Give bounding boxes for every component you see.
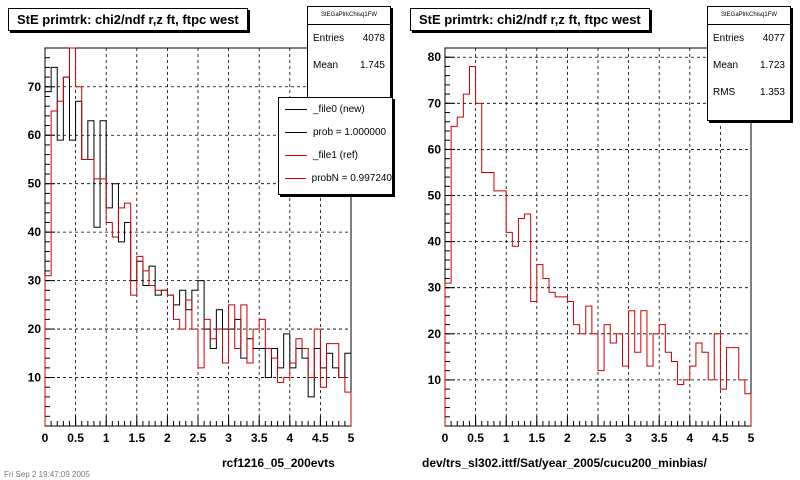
left-footer-timestamp: Fri Sep 2 19:47:09 2005 xyxy=(4,470,90,479)
left-xtick-label-5: 2.5 xyxy=(190,431,207,445)
right-stats-mean-value: 1.723 xyxy=(759,60,785,71)
right-xtick-label-1: 0.5 xyxy=(467,431,484,445)
left-xtick-label-9: 4.5 xyxy=(312,431,329,445)
left-chart-title: StE primtrk: chi2/ndf r,z ft, ftpc west xyxy=(8,8,248,31)
left-x-axis-label: rcf1216_05_200evts xyxy=(222,456,335,470)
left-xtick-label-7: 3.5 xyxy=(251,431,268,445)
right-stats-rms-label: RMS xyxy=(713,87,736,98)
right-xtick-label-5: 2.5 xyxy=(590,431,607,445)
left-xtick-label-1: 0.5 xyxy=(67,431,84,445)
right-stats-entries-row: Entries 4077 xyxy=(708,25,790,52)
right-xtick-label-4: 2 xyxy=(564,431,571,445)
right-ytick-label-2: 30 xyxy=(428,281,442,295)
right-series-file1-ref xyxy=(444,65,752,426)
left-stats-mean-row: Mean 1.745 xyxy=(308,52,390,79)
left-stats-entries-label: Entries xyxy=(313,33,345,44)
left-stats-entries-row: Entries 4078 xyxy=(308,25,390,52)
legend-label-file1: _file1 (ref) xyxy=(313,150,359,161)
left-stats-entries-value: 4078 xyxy=(362,33,385,44)
left-xtick-label-3: 1.5 xyxy=(128,431,145,445)
right-ytick-label-4: 50 xyxy=(428,189,442,203)
right-ytick-label-0: 10 xyxy=(428,373,442,387)
left-ytick-label-6: 70 xyxy=(28,80,42,94)
right-stats-entries-label: Entries xyxy=(713,33,745,44)
left-xtick-label-10: 5 xyxy=(348,431,355,445)
right-xtick-label-8: 4 xyxy=(686,431,693,445)
left-stats-name: StEGaPlrkChisq1FW xyxy=(308,7,390,25)
right-ytick-label-3: 40 xyxy=(428,235,442,249)
right-stats-mean-row: Mean 1.723 xyxy=(708,52,790,79)
right-ytick-label-6: 70 xyxy=(428,96,442,110)
right-stats-rms-row: RMS 1.353 xyxy=(708,79,790,106)
left-xtick-label-0: 0 xyxy=(42,431,49,445)
legend-entry-probn: probN = 0.997240 xyxy=(279,167,392,190)
right-stats-entries-value: 4077 xyxy=(762,33,785,44)
right-ytick-label-7: 80 xyxy=(428,50,442,64)
right-xtick-label-7: 3.5 xyxy=(651,431,668,445)
right-ytick-label-5: 60 xyxy=(428,142,442,156)
right-xtick-label-3: 1.5 xyxy=(528,431,545,445)
right-stats-rms-value: 1.353 xyxy=(759,87,785,98)
right-stats-name: StEGaPlrkChisq1FW xyxy=(708,7,790,25)
right-xtick-label-10: 5 xyxy=(748,431,755,445)
legend-line-probn xyxy=(285,178,306,179)
legend-line-file0 xyxy=(285,109,307,110)
legend-entry-file1: _file1 (ref) xyxy=(279,144,392,167)
right-x-axis-label: dev/trs_sl302.ittf/Sat/year_2005/cucu200… xyxy=(422,456,707,470)
left-xtick-label-6: 3 xyxy=(225,431,232,445)
legend-entry-file0: _file0 (new) xyxy=(279,98,392,121)
right-chart-title: StE primtrk: chi2/ndf r,z ft, ftpc west xyxy=(410,8,650,31)
legend-entry-prob: prob = 1.000000 xyxy=(279,121,392,144)
left-xtick-label-4: 2 xyxy=(164,431,171,445)
right-ytick-label-1: 20 xyxy=(428,327,442,341)
right-stats-box: StEGaPlrkChisq1FW Entries 4077 Mean 1.72… xyxy=(707,6,791,121)
left-ytick-label-4: 50 xyxy=(28,177,42,191)
left-series-file1-ref xyxy=(44,47,352,426)
left-ytick-label-5: 60 xyxy=(28,128,42,142)
left-xtick-label-2: 1 xyxy=(103,431,110,445)
left-stats-mean-value: 1.745 xyxy=(359,60,385,71)
left-stats-mean-label: Mean xyxy=(313,60,339,71)
legend-label-prob: prob = 1.000000 xyxy=(313,127,387,138)
right-stats-mean-label: Mean xyxy=(713,60,739,71)
left-ytick-label-3: 40 xyxy=(28,225,42,239)
left-ytick-label-2: 30 xyxy=(28,274,42,288)
legend-label-file0: _file0 (new) xyxy=(313,104,365,115)
left-stats-box: StEGaPlrkChisq1FW Entries 4078 Mean 1.74… xyxy=(307,6,391,102)
left-ytick-label-1: 20 xyxy=(28,322,42,336)
left-xtick-label-8: 4 xyxy=(286,431,293,445)
left-ytick-label-0: 10 xyxy=(28,371,42,385)
legend-line-file1 xyxy=(285,155,307,156)
right-xtick-label-6: 3 xyxy=(625,431,632,445)
legend-label-probn: probN = 0.997240 xyxy=(311,173,392,184)
right-xtick-label-0: 0 xyxy=(442,431,449,445)
right-xtick-label-2: 1 xyxy=(503,431,510,445)
right-xtick-label-9: 4.5 xyxy=(712,431,729,445)
legend-line-prob xyxy=(285,132,307,133)
left-legend: _file0 (new) prob = 1.000000 _file1 (ref… xyxy=(278,97,393,195)
